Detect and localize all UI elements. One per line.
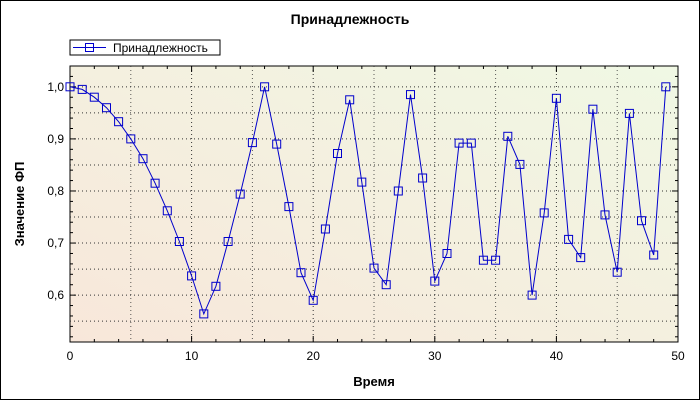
data-point	[454, 138, 464, 148]
x-axis-title: Время	[353, 374, 395, 389]
data-point	[260, 82, 270, 92]
x-tick-label: 50	[671, 349, 685, 363]
y-tick-label: 0,8	[47, 184, 64, 198]
data-point	[406, 90, 415, 100]
data-point	[637, 216, 646, 226]
legend-label: Принадлежность	[113, 41, 208, 55]
data-point	[393, 186, 403, 196]
data-point	[381, 280, 391, 290]
y-axis-title: Значение ФП	[12, 162, 27, 247]
data-point	[527, 290, 537, 300]
data-point	[551, 93, 561, 103]
y-tick-label: 0,6	[47, 288, 64, 302]
data-point	[77, 84, 87, 94]
x-tick-label: 0	[67, 349, 74, 363]
series-line	[69, 86, 667, 316]
y-tick-label: 1,0	[47, 80, 64, 94]
data-point	[600, 210, 610, 220]
y-tick-labels: 0,6 0,7 0,8 0,9 1,0	[47, 80, 64, 302]
x-tick-label: 20	[307, 349, 321, 363]
data-point	[612, 267, 622, 277]
data-point	[150, 178, 160, 188]
data-point	[333, 149, 342, 158]
data-point	[235, 189, 245, 199]
plot-area	[69, 65, 679, 343]
data-point	[466, 138, 476, 148]
data-point	[308, 295, 318, 305]
legend-marker-icon	[85, 43, 94, 52]
data-point	[357, 177, 367, 187]
data-point	[478, 255, 488, 265]
data-point	[223, 237, 233, 246]
data-point	[284, 202, 294, 212]
chart-title: Принадлежность	[291, 11, 410, 27]
data-point	[296, 268, 306, 278]
data-point	[491, 255, 501, 265]
data-point	[126, 134, 136, 144]
data-point	[138, 154, 148, 164]
data-point	[649, 250, 659, 260]
legend: Принадлежность	[69, 39, 221, 56]
data-series	[65, 82, 671, 319]
data-point	[211, 281, 221, 291]
data-point	[162, 206, 172, 216]
x-tick-label: 10	[185, 349, 199, 363]
x-tick-labels: 0 10 20 30 40 50	[67, 349, 685, 363]
data-point	[174, 237, 184, 246]
data-point	[102, 103, 111, 113]
data-point	[247, 138, 257, 148]
data-point	[418, 173, 428, 183]
data-point	[65, 82, 75, 92]
data-point	[430, 276, 440, 286]
data-point	[199, 309, 209, 319]
data-point	[576, 253, 586, 263]
data-point	[539, 208, 549, 218]
data-point	[661, 82, 671, 92]
data-point	[114, 117, 124, 127]
data-point	[369, 263, 379, 273]
y-tick-label: 0,7	[47, 236, 64, 250]
axis-ticks	[69, 65, 679, 342]
data-point	[564, 234, 574, 244]
y-tick-label: 0,9	[47, 132, 64, 146]
x-tick-label: 30	[428, 349, 442, 363]
data-point	[89, 92, 99, 102]
data-point	[272, 139, 282, 149]
data-point	[503, 131, 513, 141]
data-point	[515, 159, 525, 169]
data-point	[320, 224, 330, 234]
data-point	[442, 249, 452, 258]
x-tick-label: 40	[550, 349, 564, 363]
data-point	[187, 271, 197, 281]
grid	[70, 66, 678, 342]
data-point	[345, 95, 355, 105]
data-point	[624, 108, 634, 118]
legend-box	[69, 39, 221, 56]
data-point	[588, 104, 598, 114]
